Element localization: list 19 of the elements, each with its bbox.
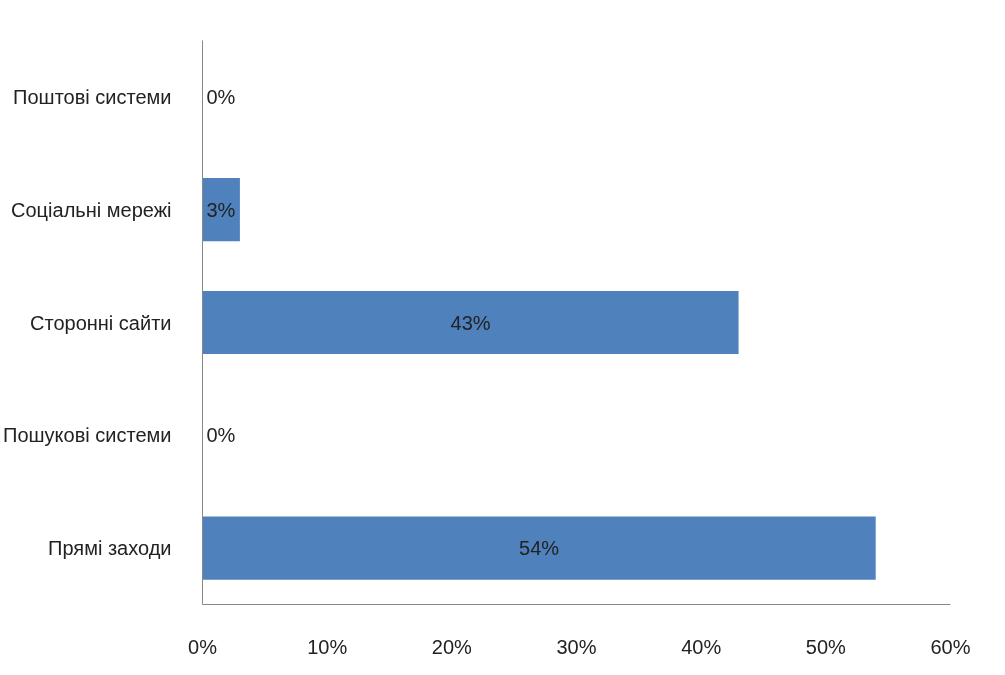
y-tick-label: Поштові системи xyxy=(13,85,172,108)
x-tick-label: 60% xyxy=(930,635,971,658)
x-tick-label: 30% xyxy=(556,635,597,658)
data-label: 54% xyxy=(519,537,560,560)
x-tick-label: 50% xyxy=(805,635,847,658)
y-tick-label: Прямі заходи xyxy=(48,537,172,560)
y-tick-label: Соціальні мережі xyxy=(11,198,172,221)
bar xyxy=(202,290,739,355)
data-label: 0% xyxy=(206,424,236,447)
data-label: 0% xyxy=(206,85,236,108)
data-label: 3% xyxy=(206,198,236,221)
y-tick-label: Сторонні сайти xyxy=(30,311,172,334)
bar xyxy=(202,516,876,580)
x-tick-label: 10% xyxy=(307,635,348,658)
data-label: 43% xyxy=(450,311,491,334)
x-tick-label: 0% xyxy=(188,635,218,658)
x-tick-label: 40% xyxy=(681,635,722,658)
x-tick-label: 20% xyxy=(431,635,473,658)
y-tick-label: Пошукові системи xyxy=(3,424,172,447)
